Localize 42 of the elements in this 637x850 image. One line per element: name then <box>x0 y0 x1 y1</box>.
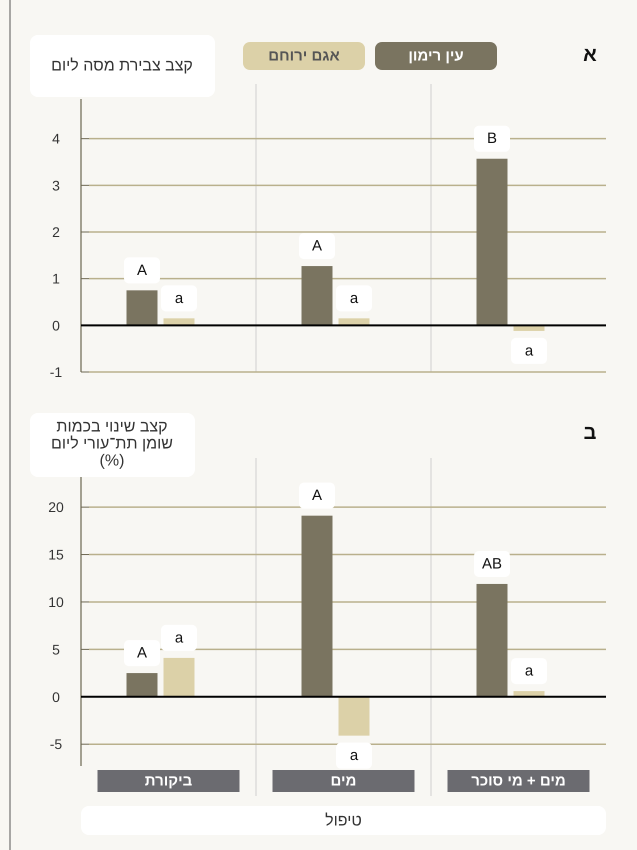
y-tick-label: 0 <box>52 688 60 705</box>
data-label: a <box>524 342 534 360</box>
data-label: a <box>350 747 359 764</box>
y-tick-label: -5 <box>50 736 62 752</box>
x-tick-label: ביקורת <box>144 772 193 790</box>
x-tick-label: מים + מי סוכר <box>471 772 566 790</box>
y-axis-title: קצב שינוי בכמות שומן תת־עורי ליום (%) <box>51 418 173 470</box>
data-label: A <box>136 262 148 279</box>
x-axis-title: טיפול <box>325 812 362 830</box>
data-label: A <box>312 238 322 255</box>
y-tick-label: 2 <box>52 224 60 240</box>
y-tick-label: -1 <box>50 364 62 380</box>
chart-title: ב <box>584 422 597 444</box>
y-tick-label: 3 <box>52 177 60 194</box>
text: אגם ירוחם <box>268 48 340 64</box>
bar <box>476 158 508 326</box>
bar <box>476 584 508 697</box>
chart-title: א <box>583 44 598 66</box>
bar <box>126 290 158 326</box>
y-tick-label: 4 <box>52 130 60 147</box>
bar <box>126 673 158 697</box>
bar <box>302 516 332 697</box>
data-label: a <box>174 629 184 646</box>
data-label: B <box>486 130 498 148</box>
y-tick-label: 1 <box>52 270 60 287</box>
x-tick-label: מים <box>330 772 356 790</box>
text: עין רימון <box>408 48 464 64</box>
bar <box>338 696 370 736</box>
data-label: A <box>312 487 322 504</box>
y-tick-label: 20 <box>48 499 64 516</box>
data-label: AB <box>482 555 502 572</box>
bar <box>164 658 194 697</box>
y-tick-label: 0 <box>52 317 60 334</box>
data-label: a <box>350 290 359 307</box>
y-tick-label: 10 <box>48 594 64 610</box>
data-label: A <box>136 644 148 662</box>
y-tick-label: 5 <box>52 641 60 658</box>
y-axis-title: קצב צבירת מסה ליום <box>51 56 193 74</box>
data-label: a <box>174 290 184 307</box>
bar <box>302 266 332 326</box>
y-tick-label: 15 <box>48 546 64 563</box>
data-label: a <box>524 662 534 680</box>
